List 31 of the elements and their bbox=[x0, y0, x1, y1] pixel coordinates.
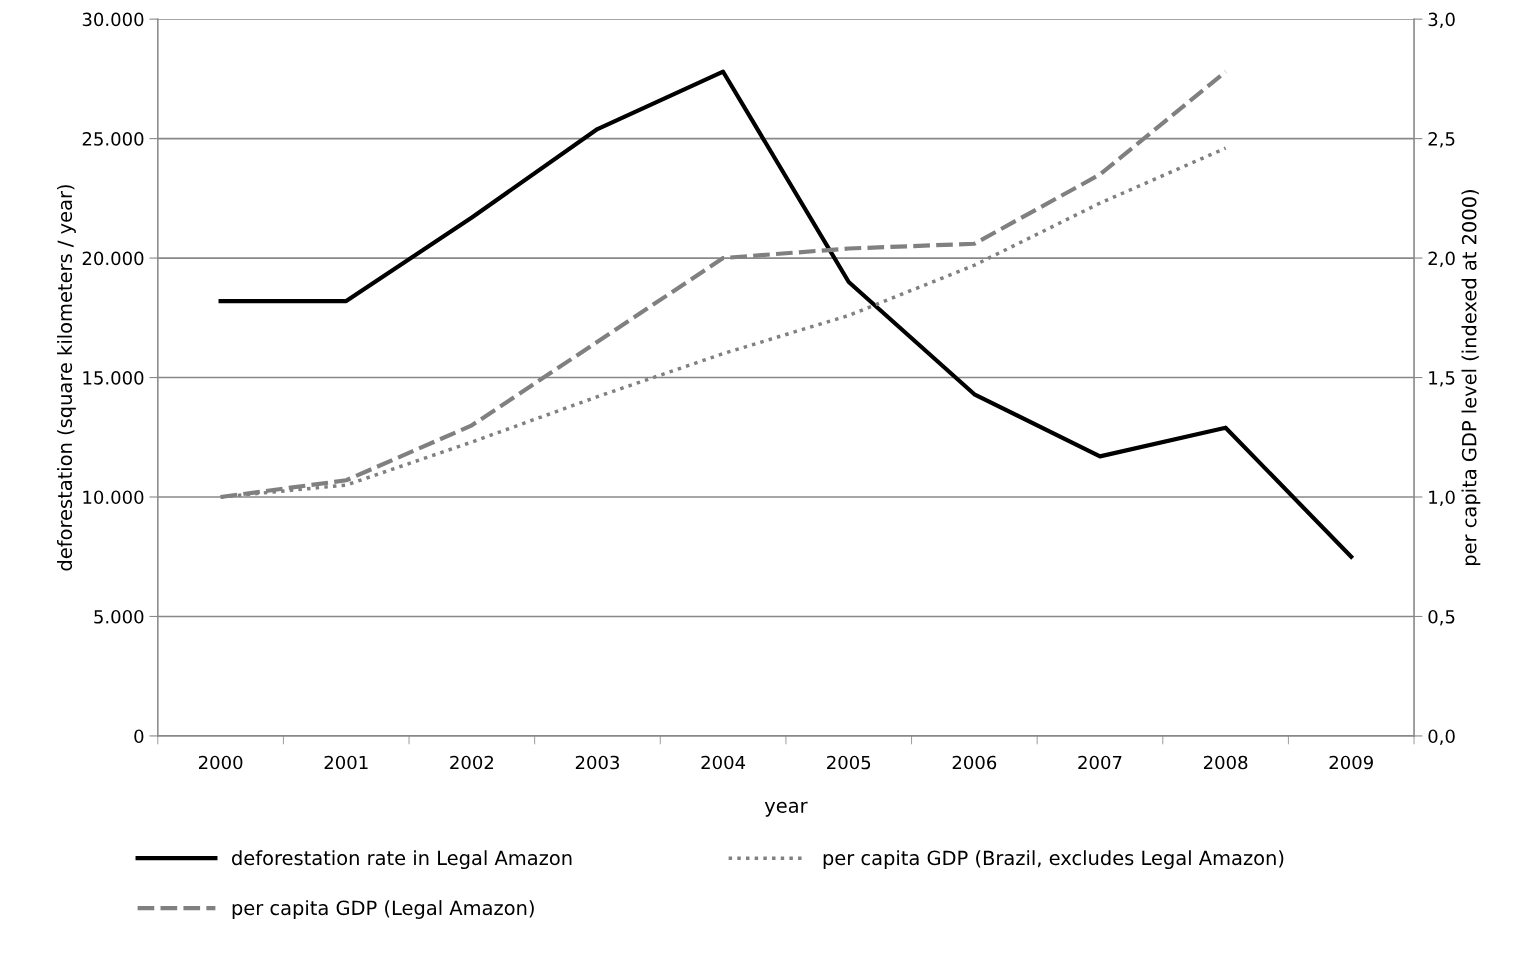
y2-tick-label: 1,0 bbox=[1429, 490, 1455, 506]
y-tick-label: 25.000 bbox=[82, 132, 144, 146]
x-tick-label: 2004 bbox=[701, 755, 746, 770]
legend-label: per capita GDP (Legal Amazon) bbox=[232, 900, 534, 919]
x-tick-label: 2006 bbox=[952, 755, 997, 770]
x-tick-label: 2001 bbox=[324, 755, 368, 770]
y-tick-label: 30.000 bbox=[82, 12, 144, 27]
x-tick-label: 2007 bbox=[1078, 755, 1122, 770]
x-axis-title: year bbox=[764, 801, 808, 817]
y-tick-label: 5.000 bbox=[94, 609, 144, 624]
x-tick-label: 2009 bbox=[1329, 755, 1373, 770]
y-tick-label: 15.000 bbox=[83, 371, 144, 385]
x-tick-label: 2005 bbox=[827, 755, 871, 770]
y2-axis-title: per capita GDP level (indexed at 2000) bbox=[1461, 190, 1481, 565]
y-tick-label: 20.000 bbox=[82, 251, 144, 266]
y2-tick-label: 2,0 bbox=[1428, 251, 1455, 268]
y-tick-label: 10.000 bbox=[83, 490, 144, 505]
x-tick-label: 2000 bbox=[198, 755, 243, 770]
x-tick-label: 2003 bbox=[575, 755, 620, 770]
y2-tick-label: 3,0 bbox=[1428, 12, 1455, 29]
x-tick-label: 2008 bbox=[1203, 755, 1248, 770]
y-tick-label: 0 bbox=[134, 729, 144, 744]
y2-tick-label: 0,5 bbox=[1428, 609, 1455, 626]
y2-tick-label: 2,5 bbox=[1428, 132, 1455, 148]
legend-label: deforestation rate in Legal Amazon bbox=[232, 850, 572, 870]
y2-tick-label: 0,0 bbox=[1428, 729, 1455, 745]
x-tick-label: 2002 bbox=[450, 755, 494, 770]
y-axis-title: deforestation (square kilometers / year) bbox=[57, 185, 76, 571]
line-series bbox=[218, 69, 1354, 559]
y2-tick-label: 1,5 bbox=[1429, 371, 1455, 387]
legend-label: per capita GDP (Brazil, excludes Legal Amazon) bbox=[823, 850, 1284, 870]
